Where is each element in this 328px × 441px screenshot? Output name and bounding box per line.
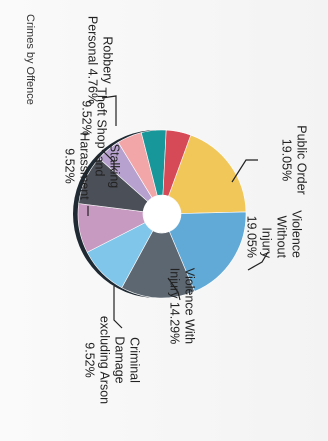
donut-hole (143, 195, 181, 233)
leader-line (113, 286, 123, 329)
slice-label: StalkingandHarassment9.52% (63, 132, 122, 200)
slice-label: Theft Shop9.52% (80, 87, 109, 148)
leader-line (231, 159, 258, 183)
slice-label: Public Order19.05% (280, 125, 309, 194)
slice-label: CriminalDamageexcluding Arson9.52% (83, 316, 142, 404)
leader-line (101, 149, 115, 174)
leader-line (167, 277, 181, 301)
leader-line (101, 95, 117, 126)
slice-label: RobberyPersonal 4.76% (86, 16, 115, 104)
slice-label: Violence WithInjury 14.29% (168, 268, 197, 344)
leader-line (247, 251, 269, 271)
slice-label: ViolenceWithoutInjury19.05% (245, 210, 304, 258)
